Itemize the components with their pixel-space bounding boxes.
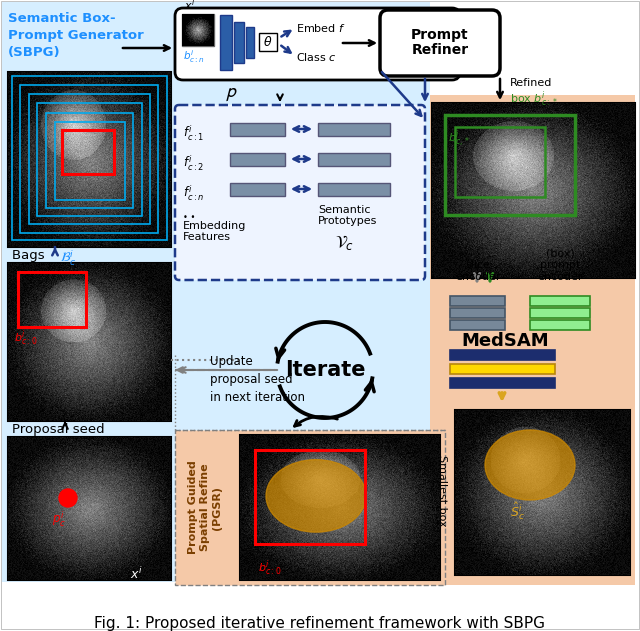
Circle shape: [59, 489, 77, 507]
Bar: [318, 153, 390, 166]
Text: $x^i$: $x^i$: [130, 566, 143, 582]
Bar: [8, 72, 171, 247]
Bar: [530, 296, 590, 306]
Bar: [455, 410, 630, 575]
Bar: [450, 364, 555, 374]
Text: $b^i_{c:n}$: $b^i_{c:n}$: [183, 48, 205, 65]
Text: $x^i$: $x^i$: [184, 0, 195, 13]
Text: $\theta$: $\theta$: [263, 35, 273, 49]
Bar: [29, 94, 150, 224]
Bar: [37, 103, 142, 216]
Bar: [2, 2, 430, 582]
Text: Prompt Guided
Spatial Refine
(PGSR): Prompt Guided Spatial Refine (PGSR): [188, 461, 221, 555]
Bar: [12, 76, 167, 240]
Bar: [318, 123, 390, 136]
Bar: [175, 430, 445, 585]
Bar: [8, 437, 171, 580]
Bar: [55, 122, 125, 200]
Bar: [259, 33, 277, 51]
Bar: [530, 320, 590, 330]
Text: MedSAM: MedSAM: [461, 332, 549, 350]
Bar: [450, 308, 505, 318]
FancyBboxPatch shape: [175, 105, 425, 280]
Text: Semantic Box-
Prompt Generator
(SBPG): Semantic Box- Prompt Generator (SBPG): [8, 12, 144, 59]
Bar: [450, 320, 505, 330]
Bar: [62, 130, 114, 174]
Text: Smallest box: Smallest box: [437, 455, 447, 527]
Bar: [450, 378, 555, 388]
Bar: [182, 14, 214, 46]
Text: $\mathcal{V}_c$: $\mathcal{V}_c$: [335, 233, 354, 252]
Text: slice
encoder: slice encoder: [455, 261, 500, 282]
Text: $\mathcal{p}$: $\mathcal{p}$: [225, 84, 237, 103]
Bar: [230, 123, 285, 136]
Ellipse shape: [485, 430, 575, 500]
Text: $f^i_{c:n}$: $f^i_{c:n}$: [183, 183, 204, 203]
Text: Embed $f$: Embed $f$: [296, 22, 346, 34]
Bar: [432, 103, 635, 278]
Text: $f^i_{c:2}$: $f^i_{c:2}$: [183, 153, 204, 173]
Text: Class $c$: Class $c$: [296, 51, 337, 63]
Bar: [220, 15, 232, 70]
Text: $b^i_{c:0}$: $b^i_{c:0}$: [258, 558, 282, 577]
Bar: [240, 435, 440, 580]
Text: Refined: Refined: [510, 78, 552, 88]
Bar: [318, 183, 390, 196]
Bar: [18, 272, 86, 327]
Text: box $b^i_{c:*}$: box $b^i_{c:*}$: [510, 89, 558, 109]
Text: Semantic: Semantic: [318, 205, 371, 215]
Text: Prototypes: Prototypes: [318, 216, 378, 226]
Bar: [46, 113, 133, 208]
Text: Embedding: Embedding: [183, 221, 246, 231]
Bar: [230, 153, 285, 166]
FancyBboxPatch shape: [175, 8, 460, 80]
Bar: [234, 22, 244, 63]
Bar: [450, 296, 505, 306]
Bar: [8, 263, 171, 421]
Text: $f^i_{c:1}$: $f^i_{c:1}$: [183, 123, 204, 143]
Text: (box)
prompt
encoder: (box) prompt encoder: [537, 249, 583, 282]
Text: Refiner: Refiner: [412, 43, 468, 57]
Ellipse shape: [266, 459, 366, 532]
FancyBboxPatch shape: [380, 10, 500, 76]
Bar: [246, 27, 254, 58]
Text: Update
proposal seed
in next iteration: Update proposal seed in next iteration: [210, 355, 305, 404]
Bar: [430, 95, 635, 585]
Bar: [445, 115, 575, 215]
Text: • •: • •: [183, 213, 195, 222]
Text: $b^i_{c:0}$: $b^i_{c:0}$: [14, 328, 37, 348]
Text: $b^i_{c,*}$: $b^i_{c,*}$: [448, 128, 470, 149]
Bar: [255, 450, 365, 545]
Bar: [530, 308, 590, 318]
Text: Bags: Bags: [12, 249, 49, 262]
Text: Proposal seed: Proposal seed: [12, 423, 104, 436]
Bar: [455, 127, 545, 197]
Bar: [20, 85, 158, 233]
Text: $\mathcal{B}^i_c$: $\mathcal{B}^i_c$: [60, 249, 77, 268]
Bar: [450, 350, 555, 360]
Bar: [230, 183, 285, 196]
Text: Fig. 1: Proposed iterative refinement framework with SBPG: Fig. 1: Proposed iterative refinement fr…: [95, 616, 545, 631]
Text: $p^i_c$: $p^i_c$: [52, 510, 66, 529]
Text: Prompt: Prompt: [411, 28, 469, 42]
Text: $\hat{S}^i_c$: $\hat{S}^i_c$: [510, 500, 525, 522]
Text: Iterate: Iterate: [285, 360, 365, 380]
Text: Features: Features: [183, 232, 231, 242]
